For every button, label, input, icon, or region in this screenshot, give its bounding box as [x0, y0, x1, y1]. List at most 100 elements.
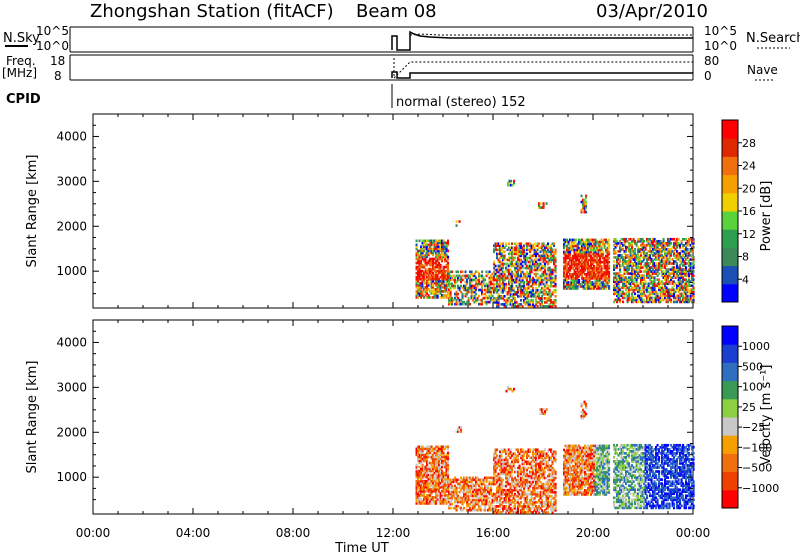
heatmap-cell	[490, 476, 493, 480]
heatmap-cell	[637, 264, 640, 267]
heatmap-cell	[542, 474, 545, 478]
heatmap-cell	[485, 492, 488, 496]
heatmap-cell	[418, 267, 421, 271]
heatmap-cell	[532, 448, 535, 452]
heatmap-cell	[599, 254, 602, 258]
heatmap-cell	[467, 492, 470, 496]
heatmap-cell	[570, 274, 573, 278]
heatmap-cell	[575, 254, 578, 258]
heatmap-cell	[455, 478, 458, 482]
power-colorbar-label: Power [dB]	[759, 181, 774, 252]
heatmap-cell	[665, 280, 668, 284]
heatmap-cell	[617, 290, 620, 294]
heatmap-cell	[524, 498, 527, 502]
heatmap-cell	[536, 264, 539, 268]
heatmap-cell	[430, 277, 433, 281]
heatmap-cell	[430, 263, 433, 267]
heatmap-cell	[620, 280, 623, 284]
heatmap-cell	[584, 246, 587, 250]
heatmap-cell	[542, 450, 545, 454]
heatmap-cell	[491, 276, 494, 280]
heatmap-cell	[594, 242, 597, 246]
heatmap-cell	[538, 296, 541, 300]
heatmap-cell	[497, 484, 500, 488]
heatmap-cell	[631, 276, 634, 279]
heatmap-cell	[426, 479, 429, 483]
heatmap-cell	[545, 301, 548, 304]
heatmap-cell	[575, 244, 578, 248]
heatmap-cell	[496, 254, 499, 258]
heatmap-cell	[680, 241, 683, 245]
heatmap-cell	[524, 480, 527, 484]
heatmap-cell	[500, 456, 503, 460]
heatmap-cell	[464, 486, 467, 490]
heatmap-cell	[432, 489, 435, 493]
heatmap-cell	[631, 272, 634, 275]
heatmap-cell	[661, 258, 664, 261]
heatmap-cell	[470, 498, 473, 502]
heatmap-cell	[494, 448, 497, 452]
heatmap-cell	[418, 498, 421, 501]
heatmap-cell	[616, 262, 619, 265]
heatmap-cell	[441, 251, 444, 255]
heatmap-cell	[508, 296, 511, 300]
heatmap-cell	[584, 279, 587, 282]
heatmap-cell	[596, 277, 599, 280]
heatmap-cell	[527, 476, 530, 480]
heatmap-cell	[664, 248, 667, 251]
heatmap-cell	[652, 286, 655, 290]
heatmap-cell	[460, 476, 463, 480]
heatmap-cell	[667, 294, 670, 298]
heatmap-cell	[655, 241, 658, 245]
heatmap-cell	[447, 445, 450, 449]
heatmap-cell	[424, 292, 427, 295]
heatmap-cell	[584, 258, 587, 262]
heatmap-cell	[418, 496, 421, 499]
heatmap-cell	[508, 448, 511, 452]
heatmap-cell	[671, 246, 674, 249]
heatmap-cell	[433, 489, 436, 493]
heatmap-cell	[530, 480, 533, 484]
heatmap-cell	[438, 485, 441, 489]
heatmap-cell	[626, 246, 629, 249]
heatmap-cell	[541, 264, 544, 268]
heatmap-cell	[435, 502, 438, 505]
heatmap-cell	[582, 246, 585, 250]
heatmap-cell	[415, 247, 418, 251]
heatmap-cell	[544, 272, 547, 276]
heatmap-cell	[650, 270, 653, 273]
heatmap-cell	[523, 284, 526, 288]
heatmap-cell	[629, 262, 632, 265]
heatmap-cell	[475, 490, 478, 494]
heatmap-cell	[460, 270, 463, 274]
heatmap-cell	[597, 240, 600, 244]
heatmap-cell	[679, 264, 682, 267]
heatmap-cell	[664, 282, 667, 286]
heatmap-cell	[584, 283, 587, 286]
heatmap-cell	[542, 476, 545, 480]
heatmap-cell	[415, 465, 418, 469]
heatmap-cell	[421, 494, 424, 497]
heatmap-cell	[438, 271, 441, 275]
heatmap-cell	[529, 498, 532, 502]
heatmap-cell	[526, 482, 529, 486]
heatmap-cell	[692, 270, 695, 273]
heatmap-cell	[671, 292, 674, 296]
heatmap-cell	[614, 278, 617, 281]
heatmap-cell	[499, 498, 502, 502]
heatmap-cell	[689, 298, 692, 302]
heatmap-cell	[538, 206, 541, 209]
heatmap-cell	[520, 500, 523, 504]
heatmap-cell	[432, 459, 435, 463]
heatmap-cell	[671, 286, 674, 290]
heatmap-cell	[509, 256, 512, 260]
heatmap-cell	[683, 248, 686, 251]
heatmap-cell	[439, 279, 442, 283]
heatmap-cell	[500, 282, 503, 286]
heatmap-cell	[445, 259, 448, 263]
heatmap-cell	[439, 475, 442, 479]
heatmap-cell	[662, 298, 665, 302]
heatmap-cell	[512, 248, 515, 252]
heatmap-cell	[524, 500, 527, 504]
heatmap-cell	[502, 490, 505, 494]
